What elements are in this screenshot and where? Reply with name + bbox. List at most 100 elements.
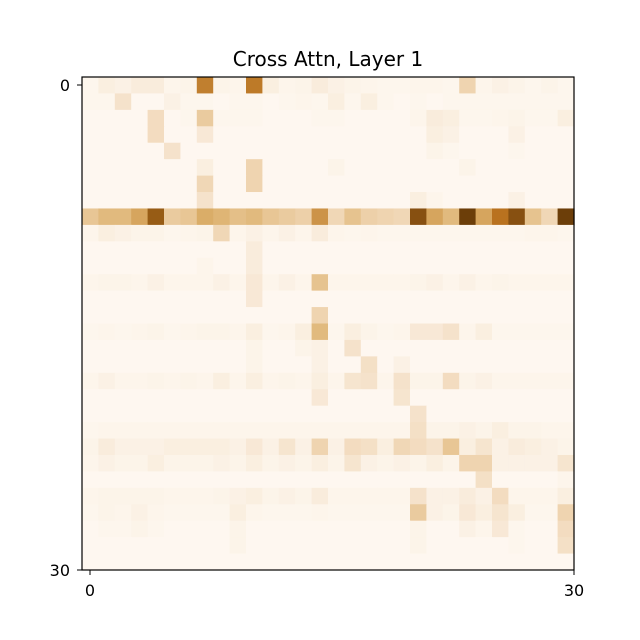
heatmap-cell-r13-c18 xyxy=(377,290,395,308)
heatmap-cell-r18-c20 xyxy=(410,372,427,390)
heatmap-cell-r16-c21 xyxy=(426,339,444,357)
heatmap-cell-r4-c10 xyxy=(246,142,263,160)
heatmap-cell-r5-c22 xyxy=(442,159,460,177)
heatmap-cell-r15-c19 xyxy=(393,323,411,341)
heatmap-cell-r9-c16 xyxy=(344,224,362,242)
heatmap-cell-r7-c25 xyxy=(492,192,509,210)
heatmap-cell-r14-c27 xyxy=(524,307,542,325)
heatmap-cell-r18-c25 xyxy=(492,372,509,390)
heatmap-cell-r23-c20 xyxy=(410,454,427,472)
heatmap-cell-r21-c14 xyxy=(311,422,329,440)
heatmap-cell-r6-c12 xyxy=(278,175,296,193)
heatmap-cell-r28-c23 xyxy=(459,537,477,555)
heatmap-cell-r6-c16 xyxy=(344,175,362,193)
heatmap-cell-r27-c29 xyxy=(557,520,575,538)
heatmap-cell-r24-c13 xyxy=(295,471,313,489)
heatmap-cell-r10-c3 xyxy=(131,241,149,259)
heatmap-cell-r17-c12 xyxy=(278,356,296,374)
heatmap-cell-r20-c19 xyxy=(393,405,411,423)
heatmap-cell-r23-c28 xyxy=(541,454,559,472)
heatmap-cell-r25-c9 xyxy=(229,487,247,505)
heatmap-cell-r18-c7 xyxy=(196,372,214,390)
heatmap-cell-r19-c16 xyxy=(344,389,362,407)
heatmap-cell-r24-c6 xyxy=(180,471,198,489)
heatmap-cell-r14-c20 xyxy=(410,307,427,325)
heatmap-cell-r20-c4 xyxy=(147,405,165,423)
heatmap-cell-r20-c14 xyxy=(311,405,329,423)
heatmap-cell-r7-c7 xyxy=(196,192,214,210)
heatmap-cell-r23-c12 xyxy=(278,454,296,472)
heatmap-cell-r13-c20 xyxy=(410,290,427,308)
heatmap-cell-r22-c2 xyxy=(114,438,132,456)
heatmap-cell-r28-c8 xyxy=(213,537,231,555)
heatmap-cell-r4-c25 xyxy=(492,142,509,160)
heatmap-cell-r18-c23 xyxy=(459,372,477,390)
heatmap-cell-r13-c6 xyxy=(180,290,198,308)
heatmap-cell-r15-c0 xyxy=(82,323,99,341)
heatmap-cell-r0-c3 xyxy=(131,77,149,95)
heatmap-cell-r0-c25 xyxy=(492,77,509,95)
heatmap-cell-r9-c7 xyxy=(196,224,214,242)
heatmap-cell-r15-c24 xyxy=(475,323,493,341)
heatmap-cell-r6-c6 xyxy=(180,175,198,193)
heatmap-cell-r8-c28 xyxy=(541,208,559,226)
heatmap-cell-r27-c0 xyxy=(82,520,99,538)
heatmap-cell-r9-c0 xyxy=(82,224,99,242)
heatmap-cell-r1-c24 xyxy=(475,93,493,111)
heatmap-cell-r2-c16 xyxy=(344,109,362,127)
heatmap-cell-r15-c12 xyxy=(278,323,296,341)
heatmap-cell-r5-c21 xyxy=(426,159,444,177)
heatmap-cell-r9-c13 xyxy=(295,224,313,242)
heatmap-cell-r21-c19 xyxy=(393,422,411,440)
heatmap-cell-r16-c3 xyxy=(131,339,149,357)
heatmap-cell-r26-c17 xyxy=(360,504,378,522)
heatmap-cell-r21-c20 xyxy=(410,422,427,440)
heatmap-cell-r22-c1 xyxy=(98,438,116,456)
heatmap-cell-r26-c5 xyxy=(164,504,181,522)
heatmap-cell-r26-c20 xyxy=(410,504,427,522)
heatmap-cell-r14-c2 xyxy=(114,307,132,325)
heatmap-cell-r24-c25 xyxy=(492,471,509,489)
heatmap-cell-r25-c14 xyxy=(311,487,329,505)
heatmap-cell-r18-c5 xyxy=(164,372,181,390)
heatmap-cell-r22-c14 xyxy=(311,438,329,456)
chart-title: Cross Attn, Layer 1 xyxy=(233,47,423,71)
heatmap-cell-r2-c17 xyxy=(360,109,378,127)
heatmap-cell-r8-c6 xyxy=(180,208,198,226)
heatmap-cell-r26-c2 xyxy=(114,504,132,522)
heatmap-cell-r20-c12 xyxy=(278,405,296,423)
x-tick-label-start: 0 xyxy=(85,581,95,600)
heatmap-cell-r2-c8 xyxy=(213,109,231,127)
heatmap-cell-r23-c14 xyxy=(311,454,329,472)
heatmap-cell-r18-c0 xyxy=(82,372,99,390)
heatmap-cell-r27-c3 xyxy=(131,520,149,538)
heatmap-cell-r23-c9 xyxy=(229,454,247,472)
heatmap-cell-r12-c19 xyxy=(393,274,411,292)
heatmap-cell-r23-c22 xyxy=(442,454,460,472)
heatmap-cell-r9-c5 xyxy=(164,224,181,242)
heatmap-cell-r17-c7 xyxy=(196,356,214,374)
heatmap-cell-r2-c12 xyxy=(278,109,296,127)
heatmap-cell-r1-c23 xyxy=(459,93,477,111)
heatmap-cell-r7-c19 xyxy=(393,192,411,210)
heatmap-cell-r7-c12 xyxy=(278,192,296,210)
heatmap-cell-r10-c7 xyxy=(196,241,214,259)
heatmap-cell-r26-c4 xyxy=(147,504,165,522)
heatmap-cell-r14-c22 xyxy=(442,307,460,325)
heatmap-cell-r13-c1 xyxy=(98,290,116,308)
heatmap-cell-r28-c25 xyxy=(492,537,509,555)
heatmap-cell-r17-c21 xyxy=(426,356,444,374)
heatmap-cell-r18-c8 xyxy=(213,372,231,390)
heatmap-cell-r16-c25 xyxy=(492,339,509,357)
heatmap-cell-r1-c8 xyxy=(213,93,231,111)
heatmap-cell-r29-c2 xyxy=(114,553,132,571)
heatmap-cell-r14-c19 xyxy=(393,307,411,325)
heatmap-cell-r24-c14 xyxy=(311,471,329,489)
heatmap-cell-r19-c22 xyxy=(442,389,460,407)
heatmap-cell-r1-c7 xyxy=(196,93,214,111)
heatmap-cell-r10-c13 xyxy=(295,241,313,259)
heatmap-cell-r5-c28 xyxy=(541,159,559,177)
heatmap-cell-r16-c19 xyxy=(393,339,411,357)
heatmap-cell-r29-c20 xyxy=(410,553,427,571)
heatmap-cell-r13-c29 xyxy=(557,290,575,308)
